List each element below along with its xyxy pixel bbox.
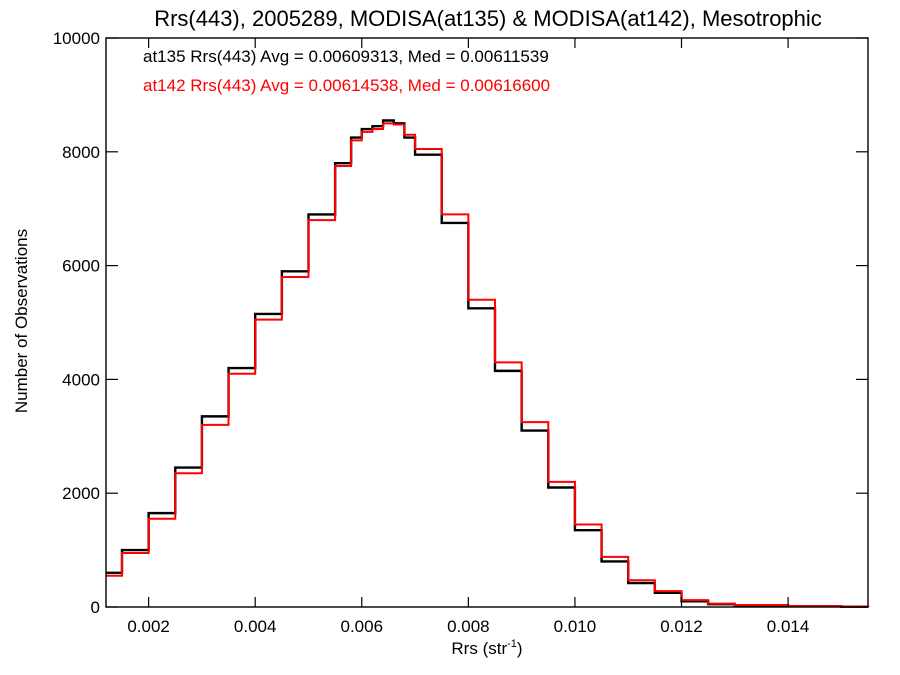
y-tick-label: 0: [91, 598, 100, 617]
y-tick-label: 2000: [62, 484, 100, 503]
x-tick-label: 0.004: [234, 617, 277, 636]
x-tick-label: 0.002: [127, 617, 170, 636]
x-tick-label: 0.008: [447, 617, 490, 636]
y-tick-label: 4000: [62, 370, 100, 389]
x-axis-label-superscript: -1: [507, 638, 517, 650]
plot-frame: [105, 37, 869, 608]
series-at135-line: [106, 119, 870, 608]
y-tick-label: 6000: [62, 257, 100, 276]
series-layer: [106, 119, 870, 608]
y-axis-label: Number of Observations: [12, 229, 31, 413]
y-tick-label: 10000: [53, 29, 100, 48]
annotation-at135: at135 Rrs(443) Avg = 0.00609313, Med = 0…: [143, 47, 549, 66]
chart-title: Rrs(443), 2005289, MODISA(at135) & MODIS…: [154, 6, 822, 31]
x-tick-label: 0.014: [767, 617, 810, 636]
x-axis-label-close: ): [517, 639, 523, 658]
y-axis: 0 2000 4000 6000 8000 10000: [53, 29, 868, 617]
annotation-at142: at142 Rrs(443) Avg = 0.00614538, Med = 0…: [143, 76, 550, 95]
x-tick-label: 0.012: [660, 617, 703, 636]
y-tick-label: 8000: [62, 143, 100, 162]
x-tick-label: 0.006: [341, 617, 384, 636]
x-axis: 0.002 0.004 0.006 0.008 0.010 0.012 0.014: [127, 38, 809, 636]
x-tick-label: 0.010: [554, 617, 597, 636]
x-axis-label-main: Rrs (str: [451, 639, 507, 658]
series-at142-line: [106, 122, 869, 608]
x-axis-label: Rrs (str-1): [451, 638, 522, 658]
